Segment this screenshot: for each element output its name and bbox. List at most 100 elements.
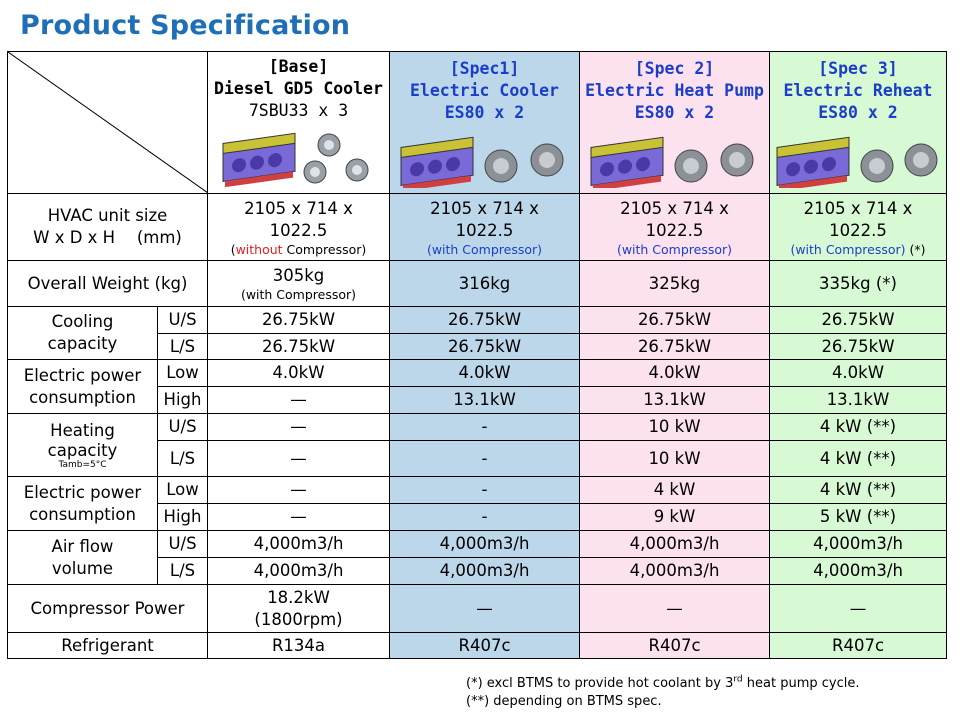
cell-airflow-us-spec3: 4,000m3/h — [769, 530, 947, 558]
cell-hvac-spec3: 2105 x 714 x 1022.5 (with Compressor) (*… — [769, 193, 947, 261]
cell-hvac-spec2: 2105 x 714 x 1022.5 (with Compressor) — [579, 193, 770, 261]
cell-elec-heat-high-spec2: 9 kW — [579, 503, 770, 531]
cell-weight-spec1: 316kg — [389, 260, 580, 307]
cell-weight-base: 305kg (with Compressor) — [207, 260, 390, 307]
sub-airflow-us: U/S — [157, 530, 208, 558]
spec-table: [Base] Diesel GD5 Cooler 7SBU33 x 3 [Spe… — [7, 51, 947, 659]
sub-elec-cool-low: Low — [157, 359, 208, 387]
label-hvac-line1: HVAC unit size — [47, 206, 168, 225]
diagonal-line — [8, 52, 207, 193]
weight-base-value: 305kg — [272, 266, 325, 285]
header-base: [Base] Diesel GD5 Cooler 7SBU33 x 3 — [207, 51, 390, 194]
header-spec3-tag: [Spec 3] — [818, 58, 898, 78]
header-base-name: Diesel GD5 Cooler — [214, 78, 383, 98]
hvac-spec1-note: (with Compressor) — [426, 241, 543, 257]
footnote-2: (**) depending on BTMS spec. — [466, 694, 662, 709]
cell-weight-spec2: 325kg — [579, 260, 770, 307]
electric-cooler-image — [400, 136, 563, 188]
hvac-spec3-dim2: 1022.5 — [829, 220, 887, 240]
footnote-1-end: heat pump cycle. — [742, 676, 860, 691]
cell-cooling-us-spec2: 26.75kW — [579, 306, 770, 334]
label-elec-heat: Electric power consumption — [7, 476, 158, 531]
cell-elec-cool-high-spec3: 13.1kW — [769, 386, 947, 414]
cell-heating-ls-spec1: - — [389, 440, 580, 477]
cell-airflow-us-spec1: 4,000m3/h — [389, 530, 580, 558]
cell-compressor-base: 18.2kW (1800rpm) — [207, 584, 390, 633]
row-cooling-us: Cooling capacity U/S 26.75kW 26.75kW 26.… — [7, 306, 947, 360]
cell-airflow-us-spec2: 4,000m3/h — [579, 530, 770, 558]
footnotes: (*) excl BTMS to provide hot coolant by … — [466, 675, 859, 711]
hvac-spec1-dim2: 1022.5 — [455, 220, 514, 240]
cell-refrigerant-spec1: R407c — [389, 632, 580, 659]
sub-elec-cool-high: High — [157, 386, 208, 414]
sub-cooling-ls: L/S — [157, 333, 208, 360]
header-spec1-name: Electric Cooler — [409, 80, 559, 100]
cell-cooling-ls-spec2: 26.75kW — [579, 333, 770, 360]
label-cooling-line1: Cooling — [51, 312, 114, 331]
hvac-spec2-dim2: 1022.5 — [645, 220, 704, 240]
cell-elec-heat-high-base: — — [207, 503, 390, 531]
label-cooling: Cooling capacity — [7, 306, 158, 360]
sub-cooling-us: U/S — [157, 306, 208, 334]
cell-compressor-spec3: — — [769, 584, 947, 633]
row-weight: Overall Weight (kg) 305kg (with Compress… — [7, 260, 947, 307]
row-compressor: Compressor Power 18.2kW (1800rpm) — — — — [7, 584, 947, 633]
electric-heat-pump-image — [590, 136, 753, 188]
hvac-spec3-dim1: 2105 x 714 x — [803, 198, 913, 218]
electric-reheat-image — [776, 136, 938, 188]
label-hvac-line2: W x D x H (mm) — [33, 228, 182, 247]
cell-airflow-us-base: 4,000m3/h — [207, 530, 390, 558]
hvac-spec2-note: (with Compressor) — [616, 241, 733, 257]
hvac-base-note-without: without — [235, 241, 283, 257]
row-heating-us: Heating capacity Tamb=5°C U/S — - 10 kW … — [7, 413, 947, 477]
header-spec3-model: ES80 x 2 — [818, 102, 898, 122]
row-elec-cool-low: Electric power consumption Low 4.0kW 4.0… — [7, 359, 947, 414]
cell-elec-heat-high-spec3: 5 kW (**) — [769, 503, 947, 531]
sub-heating-us: U/S — [157, 413, 208, 441]
cell-cooling-ls-base: 26.75kW — [207, 333, 390, 360]
cell-elec-cool-high-spec2: 13.1kW — [579, 386, 770, 414]
hvac-base-dim2: 1022.5 — [269, 220, 328, 240]
row-airflow-us: Air flow volume U/S 4,000m3/h 4,000m3/h … — [7, 530, 947, 585]
hvac-spec3-star: (*) — [905, 241, 926, 257]
label-cooling-line2: capacity — [47, 334, 118, 353]
cell-elec-cool-low-spec2: 4.0kW — [579, 359, 770, 387]
label-heating-tamb: Tamb=5°C — [58, 460, 107, 470]
sub-elec-heat-high: High — [157, 503, 208, 531]
cell-cooling-us-base: 26.75kW — [207, 306, 390, 334]
footnote-1-sup: rd — [733, 674, 743, 685]
row-cooling-ls: L/S 26.75kW 26.75kW 26.75kW 26.75kW — [8, 333, 947, 360]
label-airflow-line1: Air flow — [51, 536, 114, 556]
label-heating: Heating capacity Tamb=5°C — [7, 413, 158, 477]
compressor-base-kw: 18.2kW — [267, 587, 330, 607]
cell-elec-heat-low-spec3: 4 kW (**) — [769, 476, 947, 504]
cell-weight-spec3: 335kg (*) — [769, 260, 947, 307]
header-spec2-model: ES80 x 2 — [634, 102, 715, 122]
cell-refrigerant-base: R134a — [207, 632, 390, 659]
cell-elec-cool-high-spec1: 13.1kW — [389, 386, 580, 414]
header-spec2: [Spec 2] Electric Heat Pump ES80 x 2 — [579, 51, 770, 194]
hvac-base-note-rest: Compressor) — [282, 241, 367, 257]
hvac-spec1-dim1: 2105 x 714 x — [430, 198, 539, 218]
header-spec3: [Spec 3] Electric Reheat ES80 x 2 — [769, 51, 947, 194]
header-spec1-model: ES80 x 2 — [444, 102, 525, 122]
cell-airflow-ls-spec1: 4,000m3/h — [389, 557, 580, 585]
cell-airflow-ls-base: 4,000m3/h — [207, 557, 390, 585]
cell-elec-cool-low-spec3: 4.0kW — [769, 359, 947, 387]
cell-compressor-spec1: — — [389, 584, 580, 633]
cell-compressor-spec2: — — [579, 584, 770, 633]
footnote-1-text: (*) excl BTMS to provide hot coolant by … — [466, 676, 734, 691]
cell-elec-heat-high-spec1: - — [389, 503, 580, 531]
row-refrigerant: Refrigerant R134a R407c R407c R407c — [7, 632, 947, 659]
label-refrigerant: Refrigerant — [7, 632, 208, 659]
diesel-cooler-compressors-image — [222, 132, 368, 187]
cell-heating-ls-base: — — [207, 440, 390, 477]
header-spec2-tag: [Spec 2] — [634, 58, 715, 78]
footnote-1: (*) excl BTMS to provide hot coolant by … — [466, 675, 859, 693]
row-heating-ls: L/S — - 10 kW 4 kW (**) — [8, 440, 947, 477]
label-elec-heat-line2: consumption — [29, 504, 136, 524]
cell-hvac-base: 2105 x 714 x 1022.5 (without Compressor) — [207, 193, 390, 261]
header-spec2-name: Electric Heat Pump — [585, 80, 764, 100]
label-elec-cool-line2: consumption — [29, 387, 136, 407]
label-airflow: Air flow volume — [7, 530, 158, 585]
